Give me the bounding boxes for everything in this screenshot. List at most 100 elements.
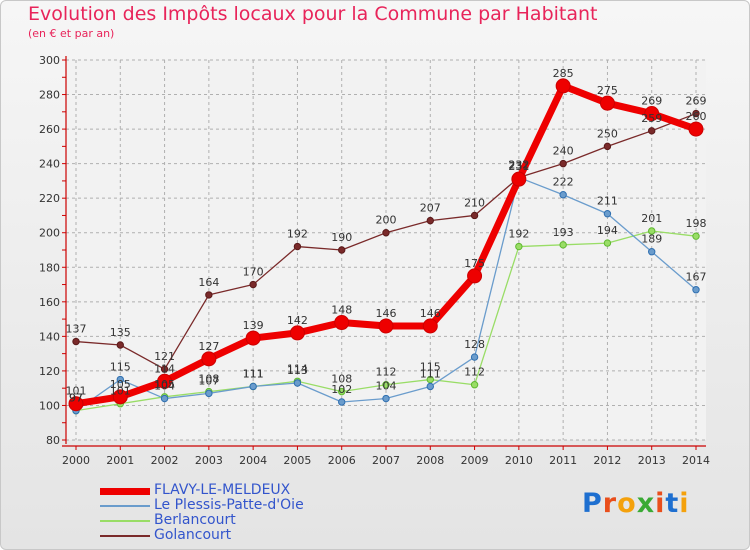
data-label: 210 bbox=[464, 196, 485, 209]
data-point bbox=[160, 394, 169, 403]
data-label: 128 bbox=[464, 338, 485, 351]
data-point bbox=[334, 315, 350, 331]
data-label: 164 bbox=[198, 276, 219, 289]
data-label: 111 bbox=[420, 367, 441, 380]
data-label: 146 bbox=[376, 307, 397, 320]
y-tick-label: 100 bbox=[39, 399, 60, 412]
data-point bbox=[116, 375, 124, 384]
data-point bbox=[205, 291, 213, 299]
x-tick-label: 2013 bbox=[638, 454, 666, 467]
data-point bbox=[338, 398, 346, 406]
data-label: 113 bbox=[287, 364, 308, 377]
x-tick-label: 2000 bbox=[62, 454, 90, 467]
legend-swatch bbox=[100, 535, 150, 537]
y-tick-label: 300 bbox=[39, 54, 60, 67]
x-tick-label: 2014 bbox=[682, 454, 710, 467]
x-tick-label: 2006 bbox=[328, 454, 356, 467]
data-label: 112 bbox=[376, 366, 397, 379]
data-label: 222 bbox=[553, 176, 574, 189]
data-label: 108 bbox=[331, 373, 352, 386]
data-label: 200 bbox=[376, 214, 397, 227]
data-point bbox=[644, 106, 660, 122]
logo-letter: i bbox=[679, 488, 690, 519]
data-label: 102 bbox=[331, 383, 352, 396]
data-label: 104 bbox=[376, 380, 397, 393]
data-label: 259 bbox=[641, 112, 662, 125]
data-label: 194 bbox=[597, 224, 618, 237]
x-tick-label: 2011 bbox=[549, 454, 577, 467]
x-tick-label: 2005 bbox=[283, 454, 311, 467]
data-label: 170 bbox=[243, 266, 264, 279]
data-point bbox=[648, 248, 656, 256]
data-point bbox=[205, 389, 213, 398]
data-point bbox=[249, 280, 257, 289]
logo-letter: i bbox=[655, 488, 666, 519]
y-tick-label: 120 bbox=[39, 365, 60, 378]
x-tick-label: 2004 bbox=[239, 454, 267, 467]
proxiti-logo: Proxiti bbox=[582, 488, 690, 519]
data-label: 107 bbox=[198, 374, 219, 387]
logo-letter: r bbox=[602, 488, 618, 519]
data-label: 111 bbox=[243, 367, 264, 380]
data-point bbox=[293, 242, 302, 251]
data-point bbox=[515, 242, 523, 251]
data-point bbox=[470, 353, 479, 361]
data-label: 114 bbox=[287, 362, 308, 375]
data-point bbox=[338, 387, 346, 396]
data-point bbox=[378, 318, 394, 334]
y-tick-label: 280 bbox=[39, 89, 60, 102]
y-tick-label: 220 bbox=[39, 192, 60, 205]
data-point bbox=[245, 330, 261, 346]
data-label: 146 bbox=[420, 307, 441, 320]
data-label: 189 bbox=[641, 233, 662, 246]
data-label: 97 bbox=[69, 392, 83, 405]
data-label: 112 bbox=[464, 366, 485, 379]
logo-letter: t bbox=[665, 488, 680, 519]
x-tick-label: 2002 bbox=[151, 454, 179, 467]
data-label: 232 bbox=[508, 158, 529, 171]
data-point bbox=[470, 211, 479, 220]
data-label: 139 bbox=[243, 319, 264, 332]
data-point bbox=[382, 394, 390, 403]
data-point bbox=[559, 241, 567, 249]
data-label: 127 bbox=[198, 340, 219, 353]
data-label: 250 bbox=[597, 127, 618, 140]
x-tick-label: 2001 bbox=[106, 454, 134, 467]
data-label: 111 bbox=[243, 367, 264, 380]
data-label: 142 bbox=[287, 314, 308, 327]
legend-swatch bbox=[100, 505, 150, 507]
data-label: 269 bbox=[641, 95, 662, 108]
data-point bbox=[382, 381, 390, 389]
data-label: 121 bbox=[154, 350, 175, 363]
data-point bbox=[338, 246, 346, 254]
data-point bbox=[426, 382, 434, 391]
x-tick-label: 2007 bbox=[372, 454, 400, 467]
data-point bbox=[692, 286, 700, 294]
data-label: 115 bbox=[110, 361, 131, 374]
legend-swatch bbox=[100, 520, 150, 522]
data-label: 137 bbox=[66, 323, 87, 336]
data-point bbox=[422, 318, 438, 334]
data-label: 175 bbox=[464, 257, 485, 270]
x-tick-label: 2012 bbox=[593, 454, 621, 467]
data-point bbox=[201, 351, 217, 367]
data-label: 115 bbox=[420, 361, 441, 374]
data-label: 105 bbox=[110, 378, 131, 391]
data-label: 207 bbox=[420, 202, 441, 215]
data-point bbox=[603, 239, 612, 247]
data-point bbox=[249, 382, 257, 391]
line-chart: 80 100 120 140 160 180 200 220 240 260 280 300 2000 2… bbox=[39, 54, 710, 467]
data-label: 104 bbox=[154, 380, 175, 393]
data-label: 105 bbox=[154, 378, 175, 391]
data-label: 135 bbox=[110, 326, 131, 339]
logo-letter: o bbox=[617, 488, 637, 519]
data-point bbox=[692, 109, 700, 118]
data-point bbox=[426, 216, 434, 225]
data-label: 231 bbox=[508, 160, 529, 173]
data-point bbox=[648, 227, 656, 235]
data-label: 269 bbox=[686, 95, 707, 108]
data-point bbox=[467, 268, 483, 284]
y-tick-label: 140 bbox=[39, 330, 60, 343]
data-label: 101 bbox=[110, 385, 131, 398]
x-tick-label: 2010 bbox=[505, 454, 533, 467]
